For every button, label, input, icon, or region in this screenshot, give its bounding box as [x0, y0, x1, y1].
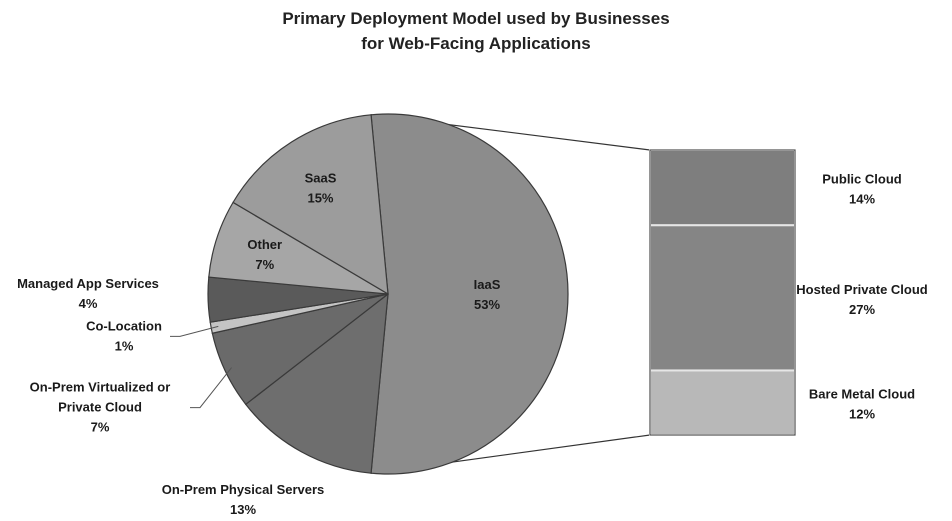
- stacked-bar: [649, 149, 796, 436]
- bar-label-bare-metal-cloud-value: 12%: [849, 407, 875, 422]
- bar-label-public-cloud-value: 14%: [849, 192, 875, 207]
- pie: [207, 113, 569, 475]
- pie-label-on-prem-virtualized-or-private-cloud-name: Private Cloud: [58, 400, 142, 415]
- pie-label-on-prem-physical-servers-value: 13%: [230, 502, 256, 517]
- pie-label-managed-app-services-name: Managed App Services: [17, 276, 159, 291]
- chart-title-line-1: Primary Deployment Model used by Busines…: [282, 9, 669, 28]
- bar-label-hosted-private-cloud-value: 27%: [849, 302, 875, 317]
- pie-label-co-location-leader-line: [170, 325, 219, 337]
- pie-label-other-value: 7%: [255, 257, 274, 272]
- bar-label-public-cloud-name: Public Cloud: [822, 172, 902, 187]
- chart-title-line-2: for Web-Facing Applications: [361, 34, 591, 53]
- bar-segment-hosted-private-cloud: [649, 224, 796, 372]
- pie-label-saas-value: 15%: [307, 191, 333, 206]
- bar-label-hosted-private-cloud-name: Hosted Private Cloud: [796, 282, 928, 297]
- bar-label-bare-metal-cloud-name: Bare Metal Cloud: [809, 387, 915, 402]
- pie-label-on-prem-virtualized-or-private-cloud-leader-line: [190, 367, 232, 409]
- bar-segment-bare-metal-cloud: [649, 369, 796, 436]
- pie-label-co-location-name: Co-Location: [86, 318, 162, 333]
- pie-slice-iaas: [370, 113, 569, 475]
- pie-label-on-prem-virtualized-or-private-cloud-value: 7%: [91, 420, 110, 435]
- data-labels: IaaS 53% On-Prem Physical Servers 13% On-Pre…: [17, 171, 928, 517]
- pie-label-iaas-name: IaaS: [474, 277, 501, 292]
- pie-label-saas-name: SaaS: [305, 171, 337, 186]
- pie-slice-saas: [232, 114, 389, 296]
- stacked-bar-outline: [649, 149, 796, 436]
- pie-label-managed-app-services-value: 4%: [79, 296, 98, 311]
- pie-label-co-location-value: 1%: [115, 338, 134, 353]
- bar-segment-public-cloud: [649, 149, 796, 227]
- pie-label-iaas-value: 53%: [474, 297, 500, 312]
- pie-label-other-name: Other: [247, 237, 282, 252]
- pie-label-on-prem-virtualized-or-private-cloud-name: On-Prem Virtualized or: [30, 380, 171, 395]
- pie-label-on-prem-physical-servers-name: On-Prem Physical Servers: [162, 482, 325, 497]
- pie-slice-on-prem-physical-servers: [244, 292, 389, 474]
